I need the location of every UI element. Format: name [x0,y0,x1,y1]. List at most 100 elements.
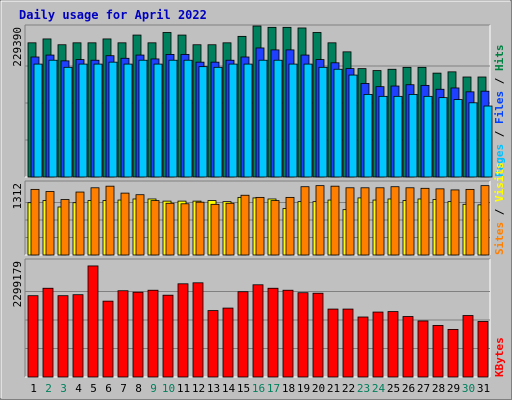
bar-sites-day-7 [120,192,130,256]
bar-pages-day-10 [168,59,178,178]
x-tick-label: 26 [402,382,415,395]
bar-sites-day-24 [375,187,385,256]
legend-files: Files [493,91,506,124]
bar-sites-day-28 [435,188,445,256]
bar-pages-day-18 [288,63,298,178]
bar-kbytes-day-10 [162,294,174,378]
y-legend-label: Pages / Files / Hits [493,45,506,178]
bar-pages-day-17 [273,59,283,178]
bar-kbytes-day-5 [87,265,99,378]
bar-kbytes-day-21 [327,308,339,378]
x-tick-label: 5 [90,382,97,395]
x-tick-label: 15 [237,382,250,395]
bar-sites-day-26 [405,187,415,256]
bar-kbytes-day-28 [432,325,444,378]
y-max-label: 229390 [11,27,24,67]
y-max-label: 2299179 [11,261,24,307]
x-tick-label: 22 [342,382,355,395]
x-tick-label: 29 [447,382,460,395]
bar-sites-day-30 [465,188,475,256]
bar-sites-day-25 [390,186,400,256]
x-tick-label: 11 [177,382,190,395]
x-tick-label: 17 [267,382,280,395]
x-tick-label: 23 [357,382,370,395]
bar-sites-day-15 [240,194,250,256]
bar-kbytes-day-8 [132,291,144,378]
bar-kbytes-day-30 [462,315,474,378]
x-tick-label: 30 [462,382,475,395]
bar-pages-day-2 [48,59,58,178]
bar-pages-day-6 [108,61,118,178]
bar-kbytes-day-1 [27,295,39,378]
bar-kbytes-day-15 [237,291,249,378]
bar-pages-day-25 [393,95,403,178]
x-tick-label: 27 [417,382,430,395]
bar-kbytes-day-26 [402,316,414,378]
x-tick-label: 13 [207,382,220,395]
bar-pages-day-21 [333,68,343,178]
bar-sites-day-16 [255,196,265,256]
bar-kbytes-day-22 [342,308,354,378]
x-tick-label: 1 [30,382,37,395]
bar-kbytes-day-12 [192,282,204,378]
x-tick-label: 12 [192,382,205,395]
bar-kbytes-day-18 [282,289,294,378]
bar-pages-day-27 [423,95,433,178]
y-max-label: 1312 [11,183,24,210]
x-tick-label: 10 [162,382,175,395]
bar-pages-day-31 [483,105,493,178]
bar-pages-day-23 [363,94,373,178]
bar-pages-day-30 [468,102,478,178]
bar-kbytes-day-24 [372,311,384,378]
bar-kbytes-day-23 [357,316,369,378]
bar-sites-day-31 [480,185,490,256]
y-legend-label: Sites / Visits [493,162,506,255]
bar-sites-day-19 [300,186,310,256]
panel-1: 229390 Pages / Files / Hits [11,24,506,178]
bar-kbytes-day-17 [267,287,279,378]
bar-sites-day-29 [450,189,460,256]
legend-pages: Pages [493,144,506,177]
bar-sites-day-13 [210,203,220,256]
bar-kbytes-day-25 [387,311,399,378]
x-tick-label: 18 [282,382,295,395]
bar-sites-day-9 [150,200,160,256]
bar-sites-day-23 [360,187,370,256]
bar-sites-day-10 [165,202,175,256]
bar-kbytes-day-11 [177,283,189,378]
bar-sites-day-27 [420,187,430,256]
bar-sites-day-14 [225,202,235,256]
bar-pages-day-8 [138,59,148,178]
x-tick-label: 25 [387,382,400,395]
bar-sites-day-6 [105,185,115,256]
x-tick-label: 20 [312,382,325,395]
bar-sites-day-20 [315,185,325,256]
bar-sites-day-11 [180,203,190,256]
bar-pages-day-12 [198,66,208,178]
bar-pages-day-24 [378,95,388,178]
bar-pages-day-5 [93,63,103,178]
bar-kbytes-day-14 [222,307,234,378]
panel-3: 2299179 KBytes [11,258,506,378]
x-tick-label: 16 [252,382,265,395]
x-tick-label: 31 [477,382,490,395]
legend-kbytes: KBytes [493,337,506,377]
bar-pages-day-7 [123,63,133,178]
x-tick-label: 24 [372,382,386,395]
bar-pages-day-20 [318,66,328,178]
bar-kbytes-day-9 [147,289,159,378]
x-tick-label: 19 [297,382,310,395]
bar-pages-day-3 [63,66,73,178]
bar-kbytes-day-29 [447,329,459,378]
bar-kbytes-day-3 [57,295,69,378]
x-tick-label: 2 [45,382,52,395]
bar-sites-day-18 [285,196,295,256]
bar-kbytes-day-4 [72,294,84,378]
bar-sites-day-3 [60,199,70,256]
bar-pages-day-1 [33,63,43,178]
x-axis-labels: 1 2 3 4 5 6 7 8 9 10 11 12 13 14 15 16 17 18 19 20 21 22 23 24 2… [30,382,490,395]
bar-kbytes-day-20 [312,292,324,378]
x-tick-label: 14 [222,382,236,395]
y-legend-label: KBytes [493,337,506,377]
x-tick-label: 4 [75,382,82,395]
